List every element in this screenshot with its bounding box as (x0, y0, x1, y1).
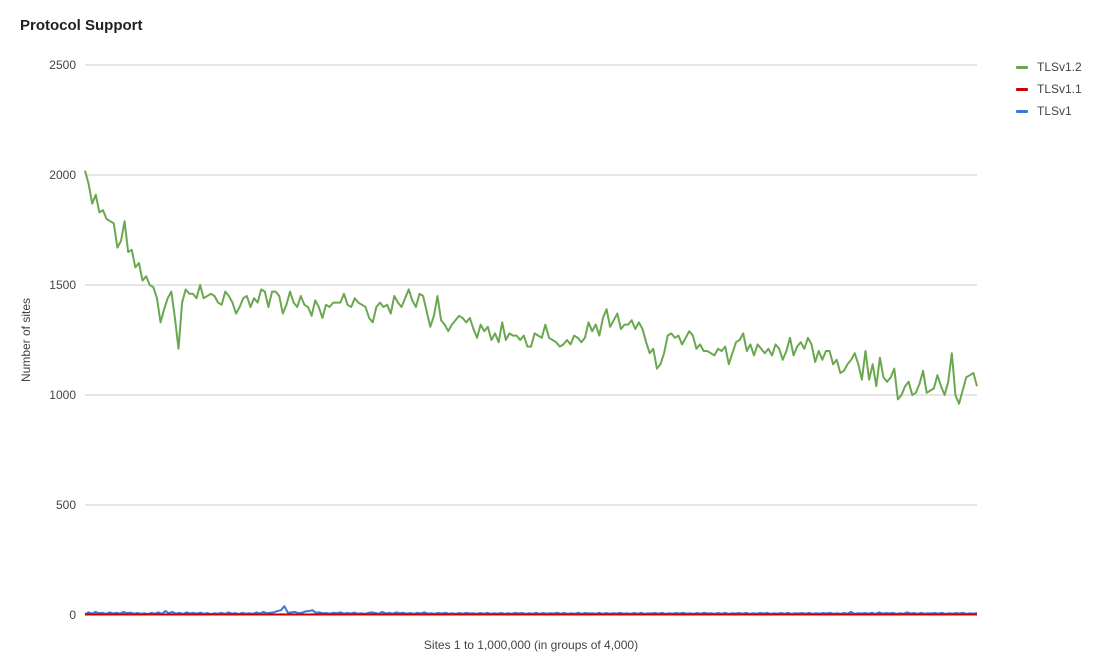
chart-title: Protocol Support (20, 17, 143, 34)
series-line-tlsv1-2 (84, 170, 978, 405)
legend-item: TLSv1 (1016, 100, 1082, 122)
legend-item: TLSv1.1 (1016, 78, 1082, 100)
y-axis-label: Number of sites (19, 298, 33, 382)
legend-swatch (1016, 109, 1028, 113)
legend-label: TLSv1 (1037, 104, 1072, 118)
series-line-tlsv1 (84, 605, 978, 616)
legend-swatch (1016, 65, 1028, 69)
legend-swatch (1016, 87, 1028, 91)
legend-label: TLSv1.1 (1037, 82, 1082, 96)
y-tick-label: 2500 (49, 58, 76, 72)
y-tick-label: 1500 (49, 278, 76, 292)
legend: TLSv1.2 TLSv1.1 TLSv1 (1016, 56, 1082, 122)
x-axis-label: Sites 1 to 1,000,000 (in groups of 4,000… (424, 638, 638, 652)
y-tick-label: 2000 (49, 168, 76, 182)
y-tick-label: 1000 (49, 388, 76, 402)
y-tick-label: 500 (56, 498, 76, 512)
y-tick-label: 0 (69, 608, 76, 622)
legend-label: TLSv1.2 (1037, 60, 1082, 74)
legend-item: TLSv1.2 (1016, 56, 1082, 78)
